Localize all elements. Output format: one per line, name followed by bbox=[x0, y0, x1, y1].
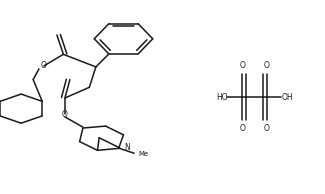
Text: O: O bbox=[62, 110, 68, 119]
Text: Me: Me bbox=[138, 151, 149, 157]
Text: O: O bbox=[264, 124, 269, 133]
Text: N: N bbox=[124, 143, 130, 152]
Text: O: O bbox=[41, 61, 46, 70]
Text: O: O bbox=[264, 61, 269, 70]
Text: OH: OH bbox=[282, 93, 293, 101]
Text: O: O bbox=[239, 61, 245, 70]
Text: O: O bbox=[239, 124, 245, 133]
Text: HO: HO bbox=[216, 93, 228, 101]
